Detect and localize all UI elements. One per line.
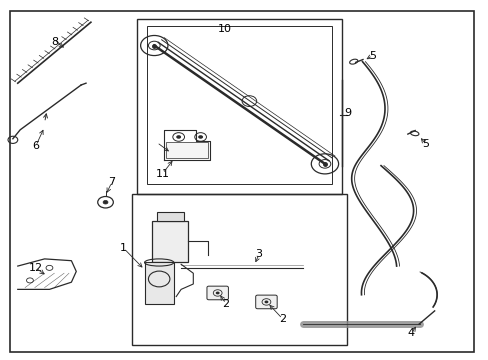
Text: 2: 2 — [278, 314, 285, 324]
Circle shape — [264, 301, 268, 303]
Circle shape — [176, 135, 181, 139]
FancyBboxPatch shape — [206, 286, 228, 300]
Circle shape — [198, 135, 203, 139]
Text: 10: 10 — [218, 24, 231, 35]
FancyBboxPatch shape — [255, 295, 277, 309]
Bar — [137, 19, 341, 194]
Circle shape — [215, 292, 219, 294]
Text: 8: 8 — [52, 37, 59, 47]
Text: 6: 6 — [32, 141, 39, 151]
Text: 4: 4 — [407, 328, 414, 338]
Bar — [152, 221, 188, 262]
Bar — [132, 194, 346, 345]
Bar — [157, 212, 183, 221]
Text: 12: 12 — [29, 263, 43, 273]
Text: 5: 5 — [368, 50, 375, 60]
Text: 2: 2 — [222, 299, 229, 309]
Bar — [166, 142, 207, 158]
Bar — [144, 262, 173, 304]
Text: 1: 1 — [120, 243, 127, 253]
Circle shape — [103, 201, 108, 204]
Text: 7: 7 — [108, 177, 115, 187]
Text: 3: 3 — [255, 249, 262, 259]
Bar — [147, 26, 331, 184]
Text: 11: 11 — [155, 168, 169, 179]
Text: 9: 9 — [344, 108, 351, 118]
Text: 5: 5 — [422, 139, 428, 149]
